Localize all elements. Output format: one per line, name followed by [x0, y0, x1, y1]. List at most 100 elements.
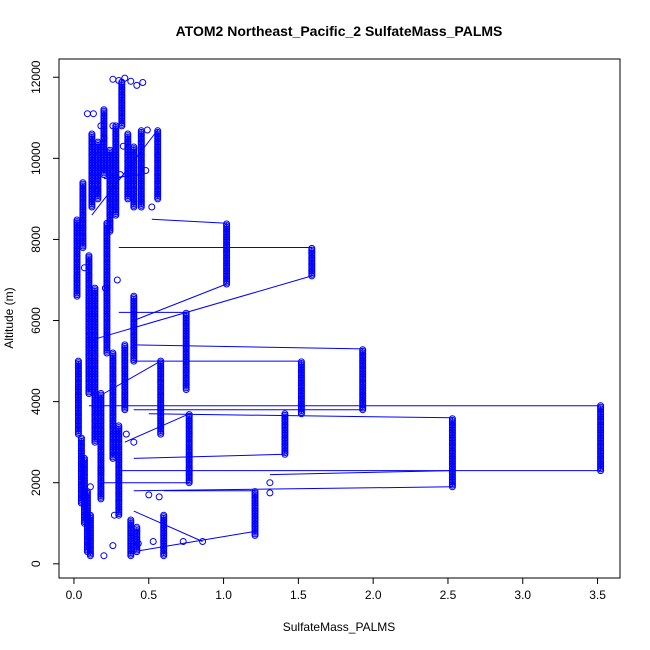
data-point — [130, 292, 138, 300]
data-point — [85, 252, 93, 260]
data-point — [448, 415, 456, 423]
series-line — [133, 453, 285, 459]
data-point — [127, 77, 135, 85]
data-point — [142, 167, 150, 174]
data-point — [91, 284, 99, 292]
data-point — [86, 483, 94, 491]
data-point — [179, 538, 187, 545]
data-point — [297, 358, 305, 366]
data-point — [130, 143, 138, 151]
series-line — [133, 283, 227, 321]
data-point — [116, 171, 124, 179]
series-line — [133, 486, 453, 492]
y-axis: 0 2000 4000 6000 8000 10000 12000 — [29, 60, 59, 567]
y-axis-label: Altitude (m) — [2, 287, 16, 348]
series-line — [269, 470, 453, 476]
series-line — [124, 413, 190, 443]
data-point — [199, 538, 207, 545]
data-point — [88, 317, 96, 324]
data-point — [101, 284, 109, 292]
data-point — [359, 346, 367, 354]
data-point — [83, 110, 91, 118]
data-point — [74, 357, 82, 365]
data-point — [127, 516, 135, 524]
data-point — [109, 122, 117, 130]
data-point — [97, 390, 105, 397]
y-tick-label: 2000 — [29, 469, 43, 496]
data-point — [185, 411, 193, 419]
data-point — [182, 309, 190, 317]
data-point — [88, 130, 96, 138]
data-point — [121, 341, 129, 349]
data-point — [266, 479, 274, 487]
data-point — [145, 491, 153, 499]
series-line — [88, 275, 312, 342]
data-point — [110, 511, 118, 519]
x-tick-label: 0.5 — [140, 588, 157, 602]
data-point — [115, 422, 123, 430]
data-point — [266, 489, 274, 497]
y-tick-label: 6000 — [29, 307, 43, 334]
data-point — [143, 126, 151, 134]
data-point — [133, 81, 141, 89]
data-point — [80, 264, 88, 272]
x-axis-label: SulfateMass_PALMS — [283, 620, 396, 634]
data-point — [223, 220, 231, 228]
data-point — [113, 276, 121, 284]
data-point — [89, 110, 97, 118]
series-line — [133, 530, 256, 553]
data-point — [80, 454, 88, 462]
data-point — [109, 349, 117, 357]
data-point — [251, 488, 259, 496]
x-tick-label: 1.0 — [215, 588, 232, 602]
data-point — [155, 493, 163, 501]
data-point — [100, 134, 108, 142]
data-point — [124, 130, 132, 138]
data-point — [109, 75, 117, 83]
data-point — [86, 511, 94, 519]
data-point — [121, 74, 129, 82]
y-tick-label: 0 — [29, 560, 43, 567]
data-point — [115, 77, 123, 84]
y-tick-label: 4000 — [29, 388, 43, 415]
plot-area — [73, 74, 605, 560]
data-point — [100, 552, 108, 560]
data-point — [148, 203, 156, 211]
x-tick-label: 2.0 — [365, 588, 382, 602]
x-tick-label: 2.5 — [440, 588, 457, 602]
series-line — [148, 413, 453, 419]
data-point — [79, 179, 87, 187]
x-tick-label: 1.5 — [290, 588, 307, 602]
x-axis: 0.0 0.5 1.0 1.5 2.0 2.5 3.0 3.5 — [66, 578, 606, 602]
data-point — [139, 79, 147, 86]
series-line — [151, 218, 227, 224]
data-point — [92, 187, 100, 195]
data-point — [157, 357, 165, 365]
y-tick-label: 12000 — [29, 60, 43, 94]
data-point — [134, 540, 142, 547]
data-point — [149, 538, 157, 545]
x-tick-label: 3.5 — [589, 588, 606, 602]
data-point — [119, 142, 127, 150]
x-tick-label: 0.0 — [66, 588, 83, 602]
data-point — [133, 523, 141, 531]
data-point — [154, 127, 162, 135]
plot-frame — [58, 58, 621, 579]
data-point — [308, 244, 316, 252]
data-point — [77, 434, 85, 442]
data-point — [160, 511, 168, 519]
data-point — [122, 430, 130, 438]
data-point — [281, 410, 289, 418]
data-point — [130, 438, 138, 446]
chart-title: ATOM2 Northeast_Pacific_2 SulfateMass_PA… — [176, 23, 503, 39]
y-tick-label: 10000 — [29, 141, 43, 175]
series-line — [133, 344, 363, 350]
data-point — [109, 542, 117, 550]
data-point — [597, 402, 605, 410]
y-tick-label: 8000 — [29, 226, 43, 253]
data-point — [97, 467, 105, 475]
series-line — [133, 510, 203, 542]
data-point — [97, 122, 105, 130]
data-point — [100, 106, 108, 114]
